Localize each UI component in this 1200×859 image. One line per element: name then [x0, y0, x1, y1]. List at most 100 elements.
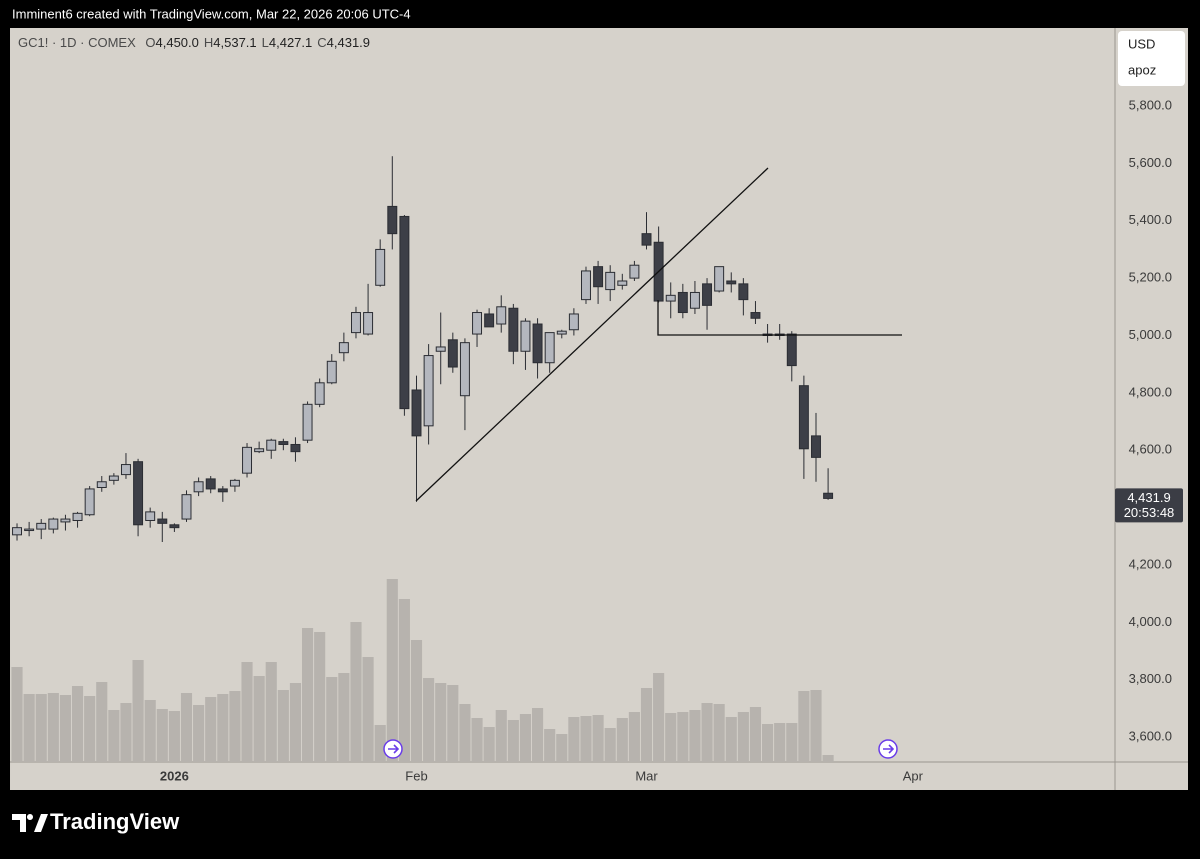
volume-bar	[713, 704, 725, 762]
candle-body	[375, 248, 386, 286]
volume-bar	[326, 677, 338, 762]
candle-body	[12, 527, 23, 536]
x-tick-label: Apr	[903, 768, 924, 783]
candle-body	[568, 313, 579, 331]
currency-menu[interactable]	[1118, 31, 1185, 86]
candle-layer	[12, 156, 834, 543]
volume-bar	[507, 720, 519, 762]
candle-body	[435, 346, 446, 352]
volume-bar	[350, 622, 362, 762]
candle-body	[641, 233, 652, 246]
volume-bar	[737, 712, 749, 762]
candle-body	[447, 339, 458, 368]
countdown: 20:53:48	[1124, 505, 1175, 520]
candle-body	[72, 512, 83, 521]
volume-bar	[544, 729, 556, 762]
candle-body	[811, 435, 821, 458]
candle-body	[665, 294, 676, 302]
volume-bar	[519, 714, 532, 762]
y-tick-label: 5,800.0	[1129, 97, 1172, 112]
volume-bar	[495, 710, 507, 762]
volume-bar	[23, 694, 35, 762]
candle-body	[605, 271, 616, 291]
candle-body	[459, 342, 470, 397]
y-tick-label: 4,600.0	[1129, 442, 1172, 457]
volume-bar	[568, 717, 580, 762]
candle-body	[593, 266, 604, 288]
volume-bar	[435, 683, 447, 762]
currency[interactable]: USD	[1128, 36, 1155, 51]
volume-bar	[253, 676, 265, 762]
volume-bar	[459, 704, 471, 762]
volume-bar	[217, 694, 229, 762]
candle-body	[581, 270, 591, 301]
candle-body	[314, 382, 325, 405]
volume-bar	[556, 734, 568, 762]
x-tick-label: Feb	[405, 768, 427, 783]
volume-bar	[229, 691, 241, 762]
volume-bar	[193, 705, 205, 762]
ohlc-label: L	[262, 35, 269, 50]
last-price-box	[1115, 488, 1183, 523]
volume-bar	[786, 723, 798, 762]
event-icon[interactable]	[383, 739, 403, 759]
volume-bar	[277, 690, 289, 762]
volume-bar	[810, 690, 822, 762]
y-tick-label: 3,800.0	[1129, 671, 1172, 686]
volume-bar	[289, 683, 302, 762]
candle-body	[738, 283, 749, 301]
event-icon[interactable]	[878, 739, 898, 759]
volume-bar	[689, 710, 701, 762]
volume-bar	[423, 678, 435, 762]
volume-bar	[798, 691, 810, 762]
candle-body	[290, 443, 301, 453]
ohlc-label: H	[204, 35, 213, 50]
volume-bar	[386, 579, 398, 762]
candle-body	[350, 312, 361, 334]
credit: Imminent6 created with TradingView.com, …	[12, 6, 411, 21]
candle-body	[242, 446, 253, 474]
candle-body	[193, 481, 204, 493]
volume-bar	[120, 703, 132, 762]
y-tick-label: 4,800.0	[1129, 384, 1172, 399]
volume-bar	[471, 718, 483, 762]
y-tick-label: 4,000.0	[1129, 614, 1172, 629]
trend-line	[415, 167, 769, 502]
candle-body	[108, 475, 119, 481]
volume-bar	[531, 708, 544, 762]
candle-body	[48, 518, 59, 530]
candle-body	[24, 528, 35, 532]
candle-body	[36, 522, 47, 530]
ohlc-value: 4,537.1	[213, 35, 256, 50]
volume-bar	[180, 693, 193, 762]
volume-bar	[762, 724, 774, 762]
volume-bar	[59, 695, 72, 762]
candle-body	[556, 330, 567, 335]
candle-body	[532, 323, 543, 364]
volume-bar	[301, 628, 314, 762]
chart-panel	[10, 28, 1188, 790]
y-tick-label: 5,200.0	[1129, 270, 1172, 285]
candle-body	[326, 360, 337, 384]
candle-body	[798, 385, 809, 450]
candle-body	[133, 461, 144, 526]
unit[interactable]: apoz	[1128, 62, 1156, 77]
candle-body	[302, 403, 313, 441]
candle-body	[544, 332, 555, 364]
candle-body	[217, 488, 228, 493]
volume-bar	[265, 662, 277, 762]
volume-bar	[774, 723, 786, 762]
ohlc-value: 4,427.1	[269, 35, 312, 50]
candle-body	[496, 306, 507, 325]
volume-bar	[35, 694, 47, 762]
volume-bar	[47, 693, 59, 762]
candle-body	[411, 389, 422, 437]
ohlc-value: 4,450.0	[156, 35, 199, 50]
volume-bar	[96, 682, 108, 762]
volume-bar	[71, 686, 84, 762]
volume-layer	[11, 579, 834, 762]
brand: TradingView	[50, 809, 180, 834]
volume-bar	[11, 667, 23, 762]
volume-bar	[616, 718, 628, 762]
candle-body	[629, 264, 640, 279]
